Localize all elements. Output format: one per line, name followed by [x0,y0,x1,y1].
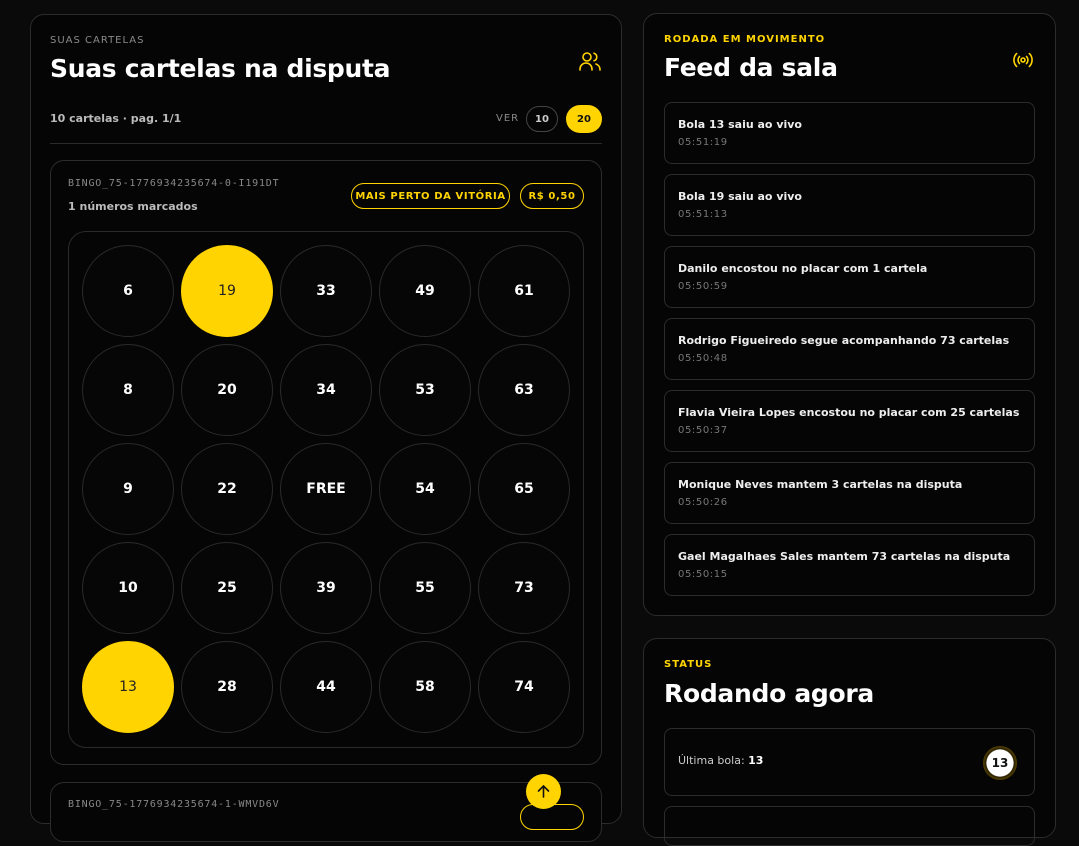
badge: MAIS PERTO DA VITÓRIA [351,183,510,209]
status-item [664,806,1035,846]
bingo-cell: 58 [379,641,471,733]
bingo-cell: 19 [181,245,273,337]
feed-item: Danilo encostou no placar com 1 cartela 0… [664,246,1035,308]
view-option[interactable]: 10 [526,106,558,132]
panel-title: Rodando agora [664,679,875,708]
feed-time: 05:50:59 [678,281,728,292]
bingo-cell: 33 [280,245,372,337]
bingo-cell: 74 [478,641,570,733]
label: Última bola: [678,754,745,767]
feed-time: 05:51:19 [678,137,728,148]
arrow-up-icon [537,784,550,798]
summary: 10 cartelas · pag. 1/1 [50,112,182,125]
bingo-cell: 39 [280,542,372,634]
bingo-cell: 22 [181,443,273,535]
bingo-cell: FREE [280,443,372,535]
bingo-cell: 25 [181,542,273,634]
bingo-cell: 44 [280,641,372,733]
bingo-cell: 34 [280,344,372,436]
view-option-active[interactable]: 20 [566,105,602,133]
feed-text: Flavia Vieira Lopes encostou no placar c… [678,406,1020,419]
card-id: BINGO_75-1776934235674-1-WMVD6V [68,799,280,810]
panel-title: Suas cartelas na disputa [50,54,391,83]
feed-time: 05:51:13 [678,209,728,220]
bingo-cell: 9 [82,443,174,535]
feed-item: Gael Magalhaes Sales mantem 73 cartelas … [664,534,1035,596]
divider [50,143,602,144]
scroll-top-button[interactable] [526,774,561,809]
eyebrow: RODADA EM MOVIMENTO [664,34,826,45]
bingo-cell: 73 [478,542,570,634]
eyebrow: SUAS CARTELAS [50,35,145,46]
bingo-cell: 8 [82,344,174,436]
feed-item: Rodrigo Figueiredo segue acompanhando 73… [664,318,1035,380]
last-ball-row: Última bola: 13 [678,754,763,767]
bingo-cell: 10 [82,542,174,634]
bingo-cell: 20 [181,344,273,436]
feed-text: Bola 19 saiu ao vivo [678,190,802,203]
feed-item: Monique Neves mantem 3 cartelas na dispu… [664,462,1035,524]
feed-text: Danilo encostou no placar com 1 cartela [678,262,928,275]
panel-title: Feed da sala [664,53,838,82]
feed-text: Rodrigo Figueiredo segue acompanhando 73… [678,334,1010,347]
card-id: BINGO_75-1776934235674-0-I191DT [68,178,280,189]
feed-item: Bola 19 saiu ao vivo 05:51:13 [664,174,1035,236]
card-marked: 1 números marcados [68,200,198,213]
bingo-cell: 65 [478,443,570,535]
bingo-cell: 6 [82,245,174,337]
feed-item: Flavia Vieira Lopes encostou no placar c… [664,390,1035,452]
feed-time: 05:50:15 [678,569,728,580]
bingo-cell: 55 [379,542,471,634]
bingo-cell: 63 [478,344,570,436]
live-icon [1013,52,1033,68]
feed-time: 05:50:26 [678,497,728,508]
badge: R$ 0,50 [520,183,584,209]
feed-text: Gael Magalhaes Sales mantem 73 cartelas … [678,550,1011,563]
status-panel [643,638,1056,838]
bingo-cell: 28 [181,641,273,733]
bingo-grid: 6 19 33 49 61 8 20 34 53 63 9 22 FREE 54 65 10 25 39 55 73 1… [68,231,584,748]
card [50,782,602,842]
status-item [664,728,1035,796]
feed-time: 05:50:37 [678,425,728,436]
bingo-cell: 13 [82,641,174,733]
ball-icon: 13 [983,746,1017,780]
users-icon [579,52,601,71]
feed-text: Bola 13 saiu ao vivo [678,118,802,131]
bingo-cell: 53 [379,344,471,436]
bingo-cell: 61 [478,245,570,337]
view-label: VER [496,113,520,124]
bingo-cell: 54 [379,443,471,535]
feed-time: 05:50:48 [678,353,728,364]
feed-text: Monique Neves mantem 3 cartelas na dispu… [678,478,963,491]
feed-item: Bola 13 saiu ao vivo 05:51:19 [664,102,1035,164]
bingo-cell: 49 [379,245,471,337]
value: 13 [748,754,764,767]
eyebrow: STATUS [664,659,713,670]
page: SUAS CARTELAS Suas cartelas na disputa 1… [30,13,1056,846]
